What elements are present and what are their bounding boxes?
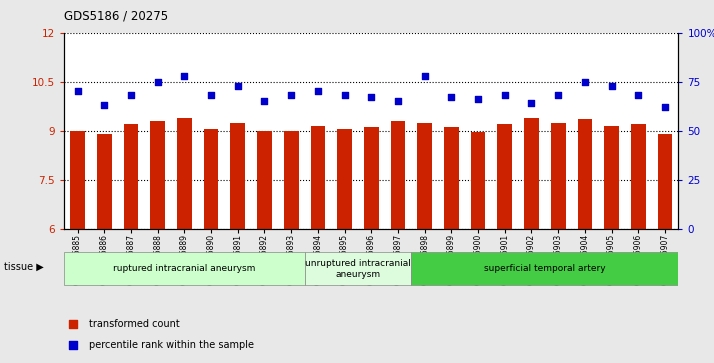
Bar: [97, 134, 111, 229]
Bar: [444, 127, 458, 229]
Point: [152, 79, 164, 85]
Point: [258, 98, 270, 104]
Bar: [203, 129, 218, 229]
Bar: [257, 131, 272, 229]
Bar: [231, 123, 245, 229]
Point: [633, 93, 644, 98]
Point: [72, 89, 84, 94]
Bar: [658, 134, 673, 229]
Text: tissue ▶: tissue ▶: [4, 262, 44, 272]
Bar: [550, 123, 565, 229]
Point: [125, 93, 136, 98]
Bar: [70, 131, 85, 229]
Point: [99, 102, 110, 108]
Point: [232, 83, 243, 89]
Point: [446, 94, 457, 100]
Point: [553, 93, 564, 98]
Point: [473, 97, 484, 102]
Bar: [64, 252, 305, 285]
Text: transformed count: transformed count: [89, 319, 180, 329]
Bar: [524, 118, 539, 229]
Bar: [498, 124, 512, 229]
Text: unruptured intracranial
aneurysm: unruptured intracranial aneurysm: [305, 258, 411, 279]
Bar: [151, 121, 165, 229]
Bar: [305, 252, 411, 285]
Bar: [284, 131, 298, 229]
Bar: [604, 126, 619, 229]
Point: [526, 100, 537, 106]
Point: [659, 104, 670, 110]
Text: percentile rank within the sample: percentile rank within the sample: [89, 340, 253, 350]
Point: [579, 79, 590, 85]
Point: [449, 236, 461, 242]
Bar: [337, 129, 352, 229]
Text: superficial temporal artery: superficial temporal artery: [484, 264, 605, 273]
Point: [312, 89, 323, 94]
Bar: [391, 121, 406, 229]
Point: [206, 93, 217, 98]
Bar: [411, 252, 678, 285]
Bar: [578, 119, 592, 229]
Bar: [177, 118, 192, 229]
Point: [419, 73, 431, 79]
Bar: [124, 124, 139, 229]
Point: [366, 94, 377, 100]
Point: [339, 93, 351, 98]
Bar: [311, 126, 325, 229]
Text: GDS5186 / 20275: GDS5186 / 20275: [64, 9, 169, 22]
Bar: [364, 127, 378, 229]
Bar: [471, 132, 486, 229]
Bar: [417, 123, 432, 229]
Bar: [631, 124, 645, 229]
Point: [499, 93, 511, 98]
Point: [392, 98, 403, 104]
Text: ruptured intracranial aneurysm: ruptured intracranial aneurysm: [114, 264, 256, 273]
Point: [449, 46, 461, 52]
Point: [286, 93, 297, 98]
Point: [606, 83, 618, 89]
Point: [178, 73, 190, 79]
